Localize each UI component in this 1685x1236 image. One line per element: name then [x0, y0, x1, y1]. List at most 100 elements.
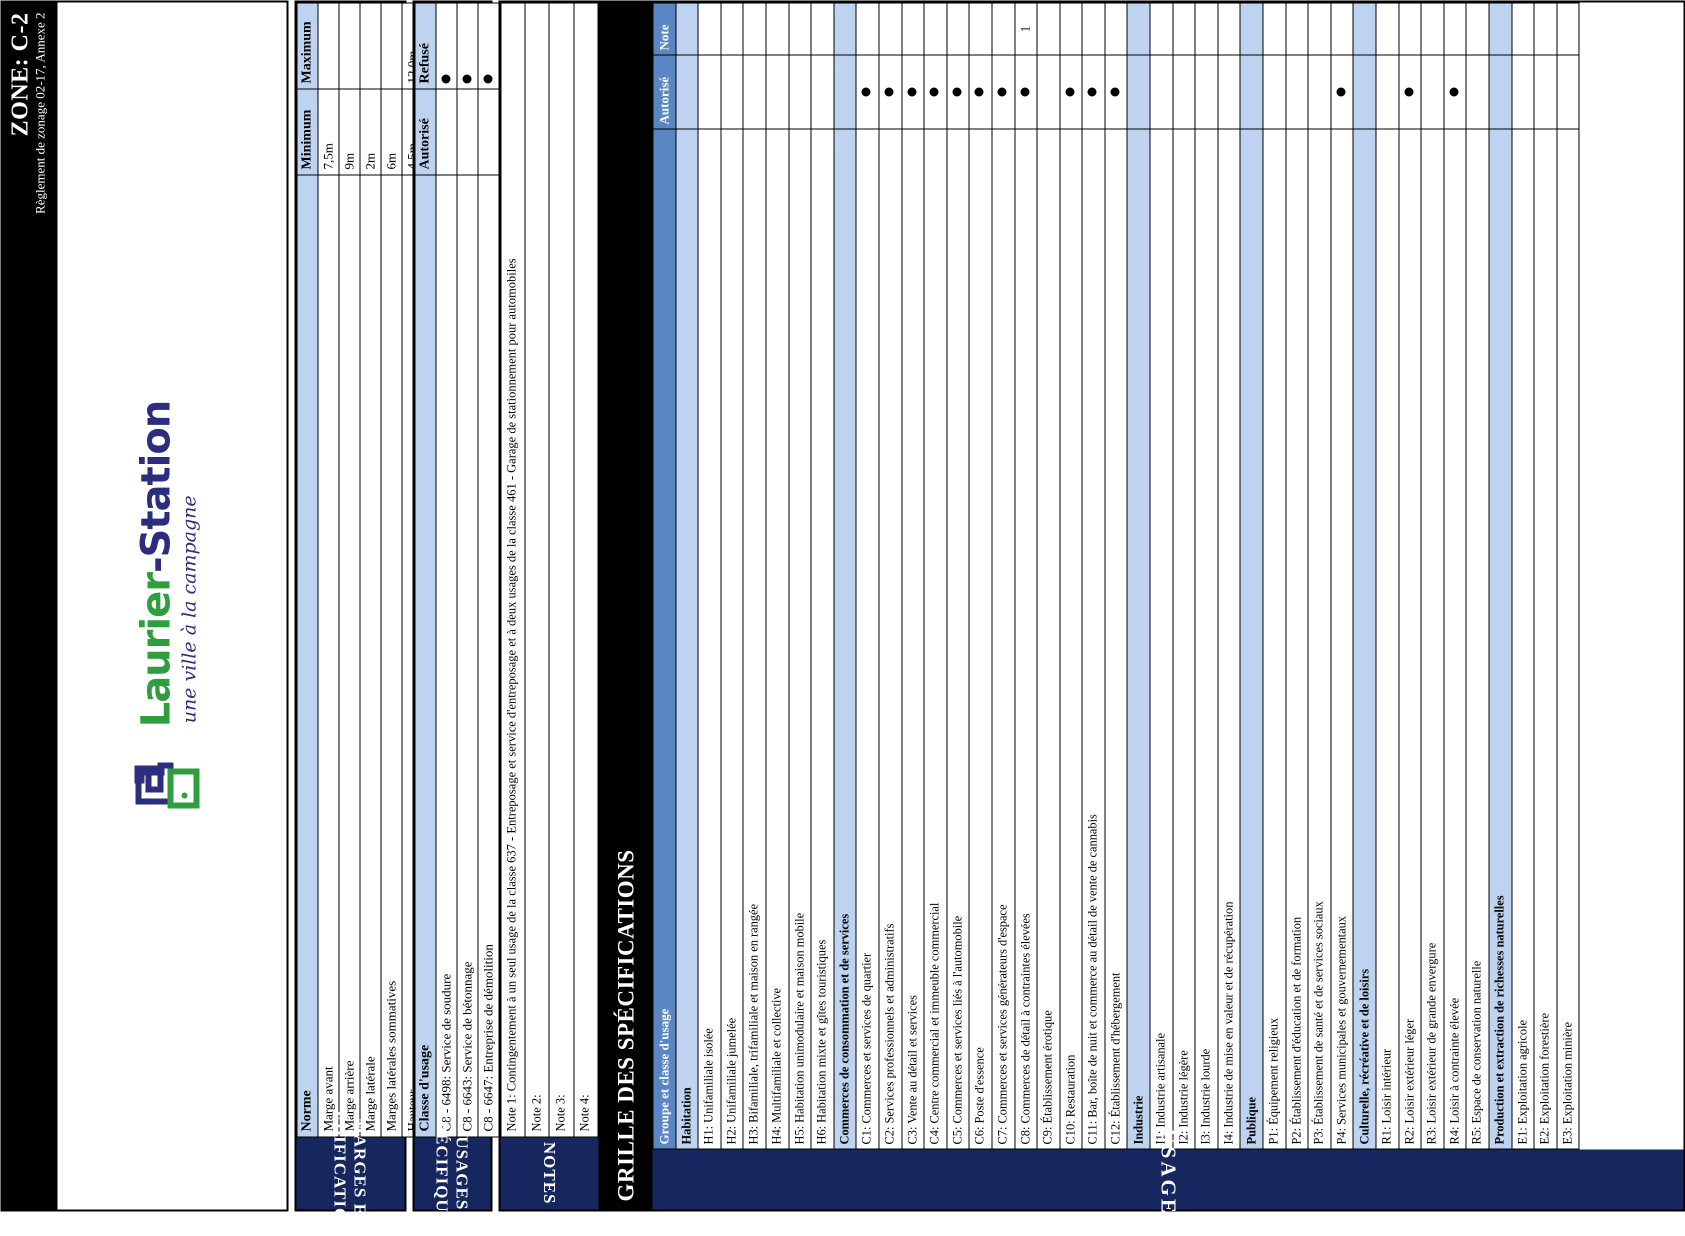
usage-autorise-cell[interactable]	[923, 54, 947, 129]
usage-note-cell[interactable]	[1036, 2, 1060, 55]
marges-row[interactable]: Marge latérale 2m	[359, 2, 381, 1137]
usages-row[interactable]: E2: Exploitation forestière	[1533, 2, 1557, 1149]
usage-autorise-cell[interactable]	[1262, 54, 1286, 129]
usage-note-cell[interactable]	[1511, 2, 1534, 55]
usages-row[interactable]: C2: Services professionnels et administr…	[878, 2, 902, 1149]
usages-row[interactable]: C5: Commerces et services liés à l'autom…	[946, 2, 969, 1149]
usages-row[interactable]: C7: Commerces et services générateurs d'…	[991, 2, 1014, 1149]
usage-note-cell[interactable]	[1194, 2, 1218, 55]
usages-row[interactable]: C11: Bar, boîte de nuit et commerce au d…	[1081, 2, 1105, 1149]
usages-row[interactable]: C8: Commerces de détail à contraintes él…	[1014, 2, 1037, 1149]
usage-autorise-cell[interactable]	[901, 54, 924, 129]
usage-autorise-cell[interactable]	[878, 54, 902, 129]
note-row[interactable]: Note 4:	[573, 2, 598, 1137]
usage-autorise-cell[interactable]	[1511, 54, 1534, 129]
usage-autorise-cell[interactable]	[1420, 54, 1444, 129]
usage-note-cell[interactable]	[788, 2, 811, 55]
marge-minimum-cell[interactable]: 7,5m	[317, 88, 339, 175]
usage-note-cell[interactable]	[1172, 2, 1195, 55]
note-row[interactable]: Note 3:	[548, 2, 574, 1137]
usages-row[interactable]: P3: Établissement de santé et de service…	[1307, 2, 1331, 1149]
usage-autorise-cell[interactable]	[991, 54, 1014, 129]
marge-minimum-cell[interactable]: 9m	[338, 88, 360, 175]
usage-autorise-cell[interactable]	[697, 54, 721, 129]
specifique-refuse-cell[interactable]	[477, 2, 499, 89]
usage-autorise-cell[interactable]	[1443, 54, 1466, 129]
usage-note-cell[interactable]	[1307, 2, 1331, 55]
usages-row[interactable]: E3: Exploitation minière	[1556, 2, 1579, 1149]
usage-note-cell[interactable]	[1081, 2, 1105, 55]
usages-row[interactable]: P4: Services municipales et gouvernement…	[1330, 2, 1353, 1149]
usage-autorise-cell[interactable]	[788, 54, 811, 129]
usages-row[interactable]: C3: Vente au détail et services	[901, 2, 924, 1149]
usage-note-cell[interactable]	[1465, 2, 1489, 55]
usages-row[interactable]: C12: Établissement d'hébergement	[1104, 2, 1127, 1149]
usage-autorise-cell[interactable]	[720, 54, 743, 129]
usages-row[interactable]: P1: Équipement religieux	[1262, 2, 1286, 1149]
usages-row[interactable]: C9: Établissement érotique	[1036, 2, 1060, 1149]
usage-note-cell[interactable]	[1285, 2, 1308, 55]
marge-maximum-cell[interactable]	[380, 2, 402, 89]
usages-row[interactable]: R5: Espace de conservation naturelle	[1465, 2, 1489, 1149]
marge-maximum-cell[interactable]	[338, 2, 360, 89]
usage-autorise-cell[interactable]	[742, 54, 766, 129]
specifique-autorise-cell[interactable]	[456, 88, 478, 175]
marge-maximum-cell[interactable]	[317, 2, 339, 89]
usages-row[interactable]: I3: Industrie lourde	[1194, 2, 1218, 1149]
usage-note-cell[interactable]	[810, 2, 834, 55]
marges-row[interactable]: Marge arrière 9m	[338, 2, 360, 1137]
usage-autorise-cell[interactable]	[765, 54, 789, 129]
usages-row[interactable]: R2: Loisir extérieur léger	[1398, 2, 1421, 1149]
usage-autorise-cell[interactable]	[1036, 54, 1060, 129]
usage-autorise-cell[interactable]	[1194, 54, 1218, 129]
usages-row[interactable]: C4: Centre commercial et immeuble commer…	[923, 2, 947, 1149]
usage-autorise-cell[interactable]	[1104, 54, 1127, 129]
marges-row[interactable]: Marge avant 7,5m	[317, 2, 339, 1137]
usages-row[interactable]: H2: Unifamiliale jumelée	[720, 2, 743, 1149]
usage-note-cell[interactable]	[720, 2, 743, 55]
usage-autorise-cell[interactable]	[1217, 54, 1240, 129]
usage-note-cell[interactable]	[946, 2, 969, 55]
usage-note-cell[interactable]	[1059, 2, 1082, 55]
usages-row[interactable]: H6: Habitation mixte et gîtes touristiqu…	[810, 2, 834, 1149]
specifique-autorise-cell[interactable]	[477, 88, 499, 175]
usage-note-cell[interactable]	[1556, 2, 1579, 55]
usage-autorise-cell[interactable]	[855, 54, 879, 129]
usage-note-cell[interactable]	[923, 2, 947, 55]
note-row[interactable]: Note 2:	[524, 2, 549, 1137]
usages-row[interactable]: H1: Unifamiliale isolée	[697, 2, 721, 1149]
usage-autorise-cell[interactable]	[968, 54, 992, 129]
usage-autorise-cell[interactable]	[1330, 54, 1353, 129]
usage-note-cell[interactable]	[742, 2, 766, 55]
usages-row[interactable]: E1: Exploitation agricole	[1511, 2, 1534, 1149]
usages-row[interactable]: R1: Loisir intérieur	[1375, 2, 1399, 1149]
usage-note-cell[interactable]	[1375, 2, 1399, 55]
usages-row[interactable]: C6: Poste d'essence	[968, 2, 992, 1149]
note-row[interactable]: Note 1: Contingentement à un seul usage …	[500, 2, 525, 1137]
specifique-refuse-cell[interactable]	[456, 2, 478, 89]
usage-note-cell[interactable]: 1	[1014, 2, 1037, 55]
marge-maximum-cell[interactable]	[359, 2, 381, 89]
usage-specifique-row[interactable]: C8 - 6643: Service de bétonnage	[456, 2, 478, 1137]
usage-note-cell[interactable]	[878, 2, 902, 55]
usage-autorise-cell[interactable]	[1059, 54, 1082, 129]
usages-row[interactable]: H3: Bifamiliale, trifamiliale et maison …	[742, 2, 766, 1149]
usage-note-cell[interactable]	[1443, 2, 1466, 55]
usage-autorise-cell[interactable]	[946, 54, 969, 129]
usage-autorise-cell[interactable]	[1307, 54, 1331, 129]
usage-note-cell[interactable]	[1262, 2, 1286, 55]
usage-note-cell[interactable]	[1420, 2, 1444, 55]
usage-note-cell[interactable]	[1217, 2, 1240, 55]
usage-note-cell[interactable]	[968, 2, 992, 55]
marges-row[interactable]: Marges latérales sommatives 6m	[380, 2, 402, 1137]
usage-specifique-row[interactable]: C8 - 6647: Entreprise de démolition	[477, 2, 499, 1137]
usage-autorise-cell[interactable]	[1465, 54, 1489, 129]
usage-note-cell[interactable]	[1104, 2, 1127, 55]
usage-note-cell[interactable]	[765, 2, 789, 55]
marge-minimum-cell[interactable]: 2m	[359, 88, 381, 175]
usages-row[interactable]: R3: Loisir extérieur de grande envergure	[1420, 2, 1444, 1149]
usage-note-cell[interactable]	[901, 2, 924, 55]
usages-row[interactable]: C10: Restauration	[1059, 2, 1082, 1149]
usage-note-cell[interactable]	[1398, 2, 1421, 55]
usage-note-cell[interactable]	[991, 2, 1014, 55]
